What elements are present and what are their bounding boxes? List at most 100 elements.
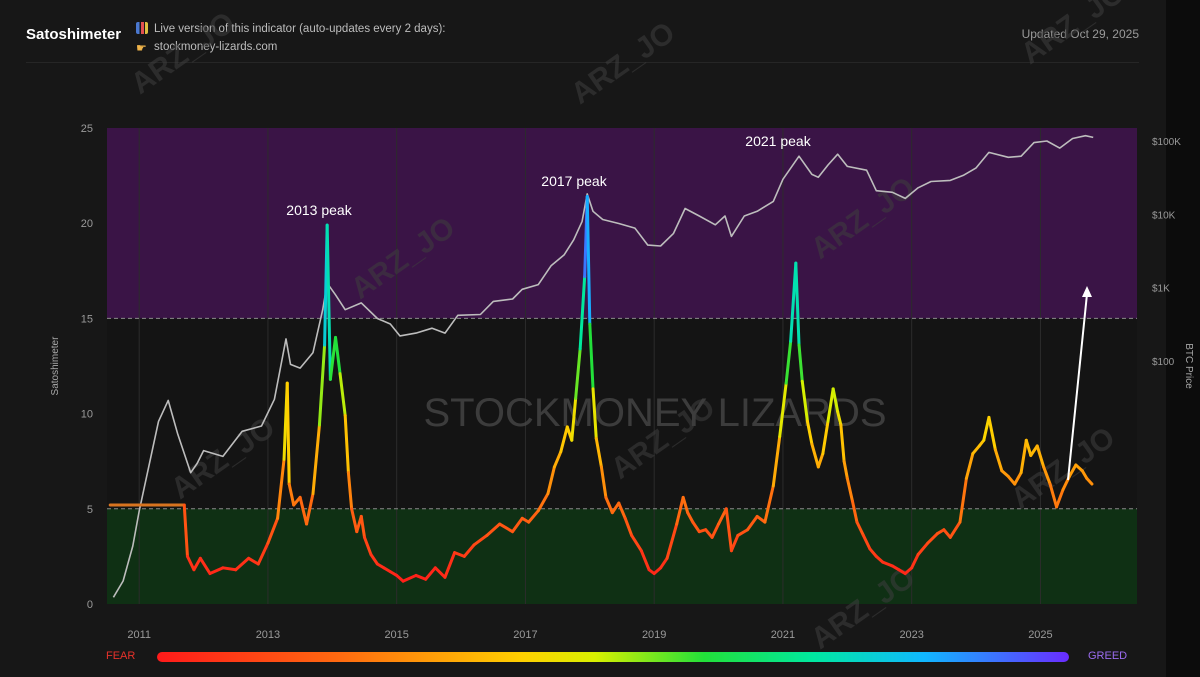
- satoshimeter-segment: [805, 419, 814, 446]
- satoshimeter-segment: [717, 507, 728, 526]
- satoshimeter-segment: [192, 556, 202, 572]
- x-tick-label: 2023: [899, 629, 923, 641]
- satoshimeter-segment: [1085, 476, 1094, 486]
- satoshimeter-segment: [369, 552, 379, 566]
- satoshimeter-segment: [850, 499, 859, 524]
- y-axis-label: Satoshimeter: [50, 336, 61, 396]
- watermark-diagonal: ARZ_JO: [565, 16, 681, 111]
- bar-chart-icon: [136, 22, 148, 34]
- satoshimeter-segment: [868, 547, 878, 558]
- satoshimeter-segment: [453, 551, 466, 558]
- live-version-text: Live version of this indicator (auto-upd…: [154, 23, 446, 35]
- satoshimeter-segment: [578, 275, 587, 351]
- satoshimeter-segment: [821, 419, 830, 456]
- satoshimeter-segment: [971, 444, 981, 456]
- satoshimeter-segment: [926, 532, 939, 545]
- satoshimeter-segment: [910, 552, 920, 570]
- satoshimeter-segment: [831, 387, 840, 414]
- satoshimeter-segment: [585, 195, 592, 326]
- satoshimeter-segment: [729, 533, 740, 553]
- pointing-hand-icon: ☛: [136, 41, 147, 55]
- satoshimeter-segment: [574, 347, 582, 400]
- satoshimeter-segment: [594, 436, 603, 469]
- y-tick-label: 25: [81, 123, 93, 135]
- header-divider: [26, 62, 1139, 63]
- satoshimeter-segment: [724, 507, 733, 553]
- peak-annotation: 2017 peak: [541, 173, 607, 189]
- satoshimeter-segment: [710, 522, 721, 539]
- greed-label: GREED: [1088, 650, 1128, 662]
- satoshimeter-segment: [993, 448, 1004, 473]
- satoshimeter-segment: [221, 566, 238, 572]
- x-tick-label: 2015: [384, 629, 408, 641]
- satoshimeter-segment: [536, 492, 550, 513]
- source-link[interactable]: stockmoney-lizards.com: [154, 41, 278, 53]
- satoshimeter-segment: [639, 549, 651, 572]
- satoshimeter-segment: [826, 387, 835, 423]
- satoshimeter-segment: [317, 343, 327, 427]
- satoshimeter-segment: [287, 482, 296, 507]
- satoshimeter-segment: [617, 501, 627, 520]
- y-tick-label: 0: [87, 599, 93, 611]
- satoshimeter-segment: [942, 528, 952, 539]
- satoshimeter-segment: [675, 495, 685, 526]
- satoshimeter-segment: [948, 520, 962, 539]
- satoshimeter-segment: [305, 492, 315, 526]
- satoshimeter-segment: [839, 423, 846, 463]
- x-tick-label: 2013: [256, 629, 280, 641]
- satoshimeter-segment: [559, 425, 569, 454]
- satoshimeter-segment: [1006, 474, 1017, 486]
- satoshimeter-segment: [462, 543, 476, 558]
- satoshimeter-segment: [659, 556, 669, 570]
- satoshimeter-segment: [325, 223, 332, 381]
- x-tick-label: 2025: [1028, 629, 1052, 641]
- satoshimeter-segment: [1035, 444, 1046, 469]
- satoshimeter-segment: [763, 484, 775, 524]
- satoshimeter-segment: [182, 503, 189, 558]
- satoshimeter-segment: [276, 457, 286, 520]
- satoshimeter-segment: [334, 335, 342, 376]
- satoshimeter-segment: [771, 434, 782, 488]
- satoshimeter-segment: [343, 414, 350, 475]
- satoshimeter-segment: [686, 511, 695, 524]
- satoshimeter-segment: [797, 343, 804, 383]
- upward-arrow: [1067, 286, 1092, 481]
- price-tick-label: $1K: [1152, 284, 1170, 295]
- watermark-diagonal: ARZ_JO: [1015, 0, 1131, 71]
- satoshimeter-segment: [778, 381, 788, 438]
- satoshimeter-segment: [681, 495, 690, 515]
- side-strip: [1166, 0, 1200, 677]
- satoshimeter-segment: [256, 541, 270, 566]
- satoshimeter-segment: [855, 520, 865, 537]
- satoshimeter-segment: [591, 387, 598, 440]
- satoshimeter-segment: [1048, 482, 1059, 509]
- updated-date: Updated Oct 29, 2025: [1021, 27, 1139, 41]
- peak-annotation: 2021 peak: [745, 133, 811, 149]
- satoshimeter-segment: [604, 495, 614, 515]
- satoshimeter-segment: [982, 415, 991, 442]
- btc-price-line: [112, 134, 1094, 598]
- price-tick-label: $10K: [1152, 210, 1176, 221]
- satoshimeter-segment: [610, 501, 621, 515]
- satoshimeter-segment: [845, 476, 854, 503]
- chart-title: Satoshimeter: [26, 26, 122, 43]
- satoshimeter-segment: [916, 541, 930, 556]
- satoshimeter-segment: [810, 442, 820, 469]
- y-tick-label: 15: [81, 313, 93, 325]
- satoshimeter-segment: [1055, 488, 1065, 509]
- live-version-note: Live version of this indicator (auto-upd…: [136, 20, 445, 56]
- satoshimeter-segment: [346, 471, 354, 511]
- satoshimeter-segment: [401, 573, 418, 583]
- satoshimeter-segment: [424, 566, 437, 581]
- satoshimeter-segment: [623, 516, 634, 537]
- satoshimeter-segment: [816, 452, 825, 469]
- satoshimeter-segment: [987, 415, 997, 452]
- satoshimeter-segment: [1013, 471, 1023, 486]
- satoshimeter-segment: [546, 465, 556, 496]
- satoshimeter-segment: [350, 507, 359, 534]
- satoshimeter-segment: [704, 528, 714, 539]
- y-tick-label: 10: [81, 409, 93, 421]
- satoshimeter-segment: [247, 556, 260, 566]
- satoshimeter-segment: [964, 452, 975, 480]
- satoshimeter-segment: [1067, 463, 1078, 478]
